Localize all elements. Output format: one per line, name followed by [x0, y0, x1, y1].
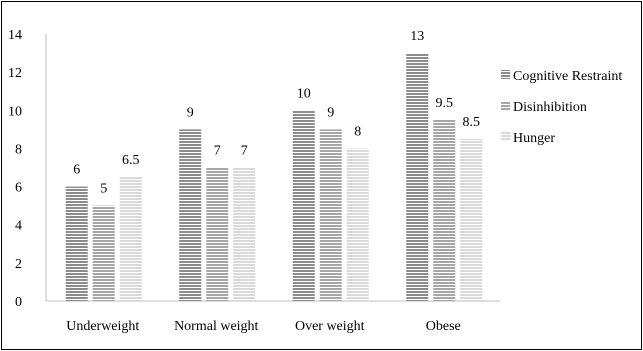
data-label: 7 [214, 144, 221, 159]
y-tick-label: 12 [8, 66, 22, 81]
data-label: 5 [100, 182, 107, 197]
y-tick-label: 8 [15, 142, 22, 157]
category-labels: Underweight Normal weight Over weight Obese [66, 319, 461, 334]
bar-disinhibition [206, 167, 229, 301]
x-category-label: Over weight [295, 319, 365, 334]
bar-cognitive-restraint [179, 129, 202, 301]
data-labels: 6 5 6.5 9 7 7 10 9 8 13 9.5 8.5 [73, 29, 480, 197]
bars [65, 53, 483, 302]
legend-label: Disinhibition [513, 100, 587, 115]
data-label: 10 [297, 86, 311, 101]
legend-label: Cognitive Restraint [513, 69, 622, 84]
bar-cognitive-restraint [292, 110, 315, 302]
legend-label: Hunger [513, 131, 555, 146]
data-label: 8.5 [463, 115, 481, 130]
bar-hunger [119, 177, 142, 301]
legend-swatch [501, 70, 510, 79]
data-label: 9 [327, 105, 334, 120]
y-tick-label: 6 [15, 181, 22, 196]
legend: Cognitive Restraint Disinhibition Hunger [501, 69, 622, 146]
bar-disinhibition [92, 205, 115, 301]
data-label: 6.5 [122, 153, 140, 168]
bar-hunger [460, 138, 483, 301]
y-tick-label: 0 [15, 295, 22, 310]
bar-disinhibition [319, 129, 342, 301]
data-label: 6 [73, 163, 80, 178]
bar-cognitive-restraint [406, 53, 429, 302]
x-category-label: Normal weight [174, 319, 258, 334]
x-category-label: Underweight [66, 319, 139, 334]
legend-swatch [501, 101, 510, 110]
data-label: 9.5 [436, 96, 454, 111]
x-category-label: Obese [426, 319, 461, 334]
data-label: 13 [410, 29, 424, 44]
data-label: 8 [354, 124, 361, 139]
y-tick-label: 2 [15, 257, 22, 272]
bar-disinhibition [433, 119, 456, 301]
data-label: 9 [187, 105, 194, 120]
y-tick-label: 10 [8, 104, 22, 119]
data-label: 7 [241, 144, 248, 159]
y-tick-labels: 0 2 4 6 8 10 12 14 [8, 28, 22, 310]
bar-hunger [233, 167, 256, 301]
legend-swatch [501, 132, 510, 141]
y-tick-label: 4 [15, 219, 22, 234]
bar-cognitive-restraint [65, 186, 88, 301]
y-tick-label: 14 [8, 28, 22, 43]
bar-hunger [346, 148, 369, 301]
